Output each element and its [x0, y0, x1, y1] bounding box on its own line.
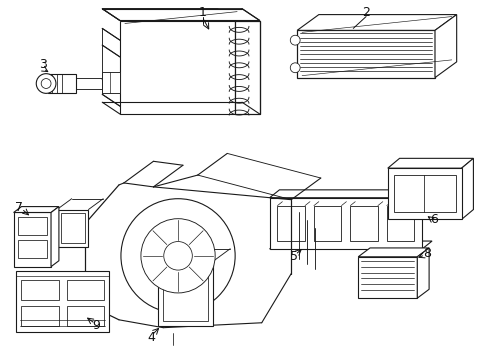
Bar [349, 206, 377, 241]
Polygon shape [269, 241, 431, 249]
Bar [67, 306, 104, 326]
Circle shape [121, 199, 235, 313]
Bar [16, 271, 109, 332]
Bar [48, 74, 76, 93]
Bar [387, 168, 461, 219]
Bar [102, 72, 120, 93]
Polygon shape [102, 9, 259, 21]
Circle shape [290, 35, 300, 45]
Circle shape [41, 78, 51, 89]
Text: 2: 2 [362, 6, 369, 19]
Circle shape [290, 63, 300, 73]
Text: 5: 5 [289, 250, 298, 263]
Bar [158, 262, 212, 326]
Bar [21, 306, 59, 326]
Bar [67, 280, 104, 300]
Bar [297, 30, 434, 78]
Bar [269, 198, 421, 249]
Polygon shape [416, 248, 428, 298]
Polygon shape [358, 248, 428, 257]
Polygon shape [434, 15, 456, 78]
Bar [163, 267, 207, 321]
Text: 9: 9 [92, 319, 100, 332]
Polygon shape [269, 190, 431, 198]
Bar [386, 206, 413, 241]
Text: 8: 8 [422, 247, 430, 260]
Text: 3: 3 [39, 58, 47, 71]
Bar [120, 21, 235, 114]
Text: 7: 7 [15, 201, 22, 214]
Bar [61, 213, 84, 243]
Text: 1: 1 [198, 6, 206, 19]
Text: 4: 4 [147, 331, 155, 344]
Bar [18, 240, 47, 258]
Bar [235, 21, 259, 114]
Bar [14, 212, 51, 267]
Circle shape [163, 242, 192, 270]
Bar [277, 206, 305, 241]
Bar [57, 210, 88, 247]
Circle shape [36, 74, 56, 93]
Polygon shape [297, 15, 456, 30]
Bar [18, 217, 47, 235]
Text: 6: 6 [429, 213, 437, 226]
Circle shape [141, 219, 215, 293]
Polygon shape [461, 158, 472, 219]
Bar [393, 175, 455, 212]
Bar [21, 280, 59, 300]
Bar [358, 257, 416, 298]
Polygon shape [51, 207, 59, 267]
Bar [313, 206, 341, 241]
Polygon shape [387, 158, 472, 168]
Polygon shape [14, 207, 59, 212]
Polygon shape [102, 9, 235, 21]
